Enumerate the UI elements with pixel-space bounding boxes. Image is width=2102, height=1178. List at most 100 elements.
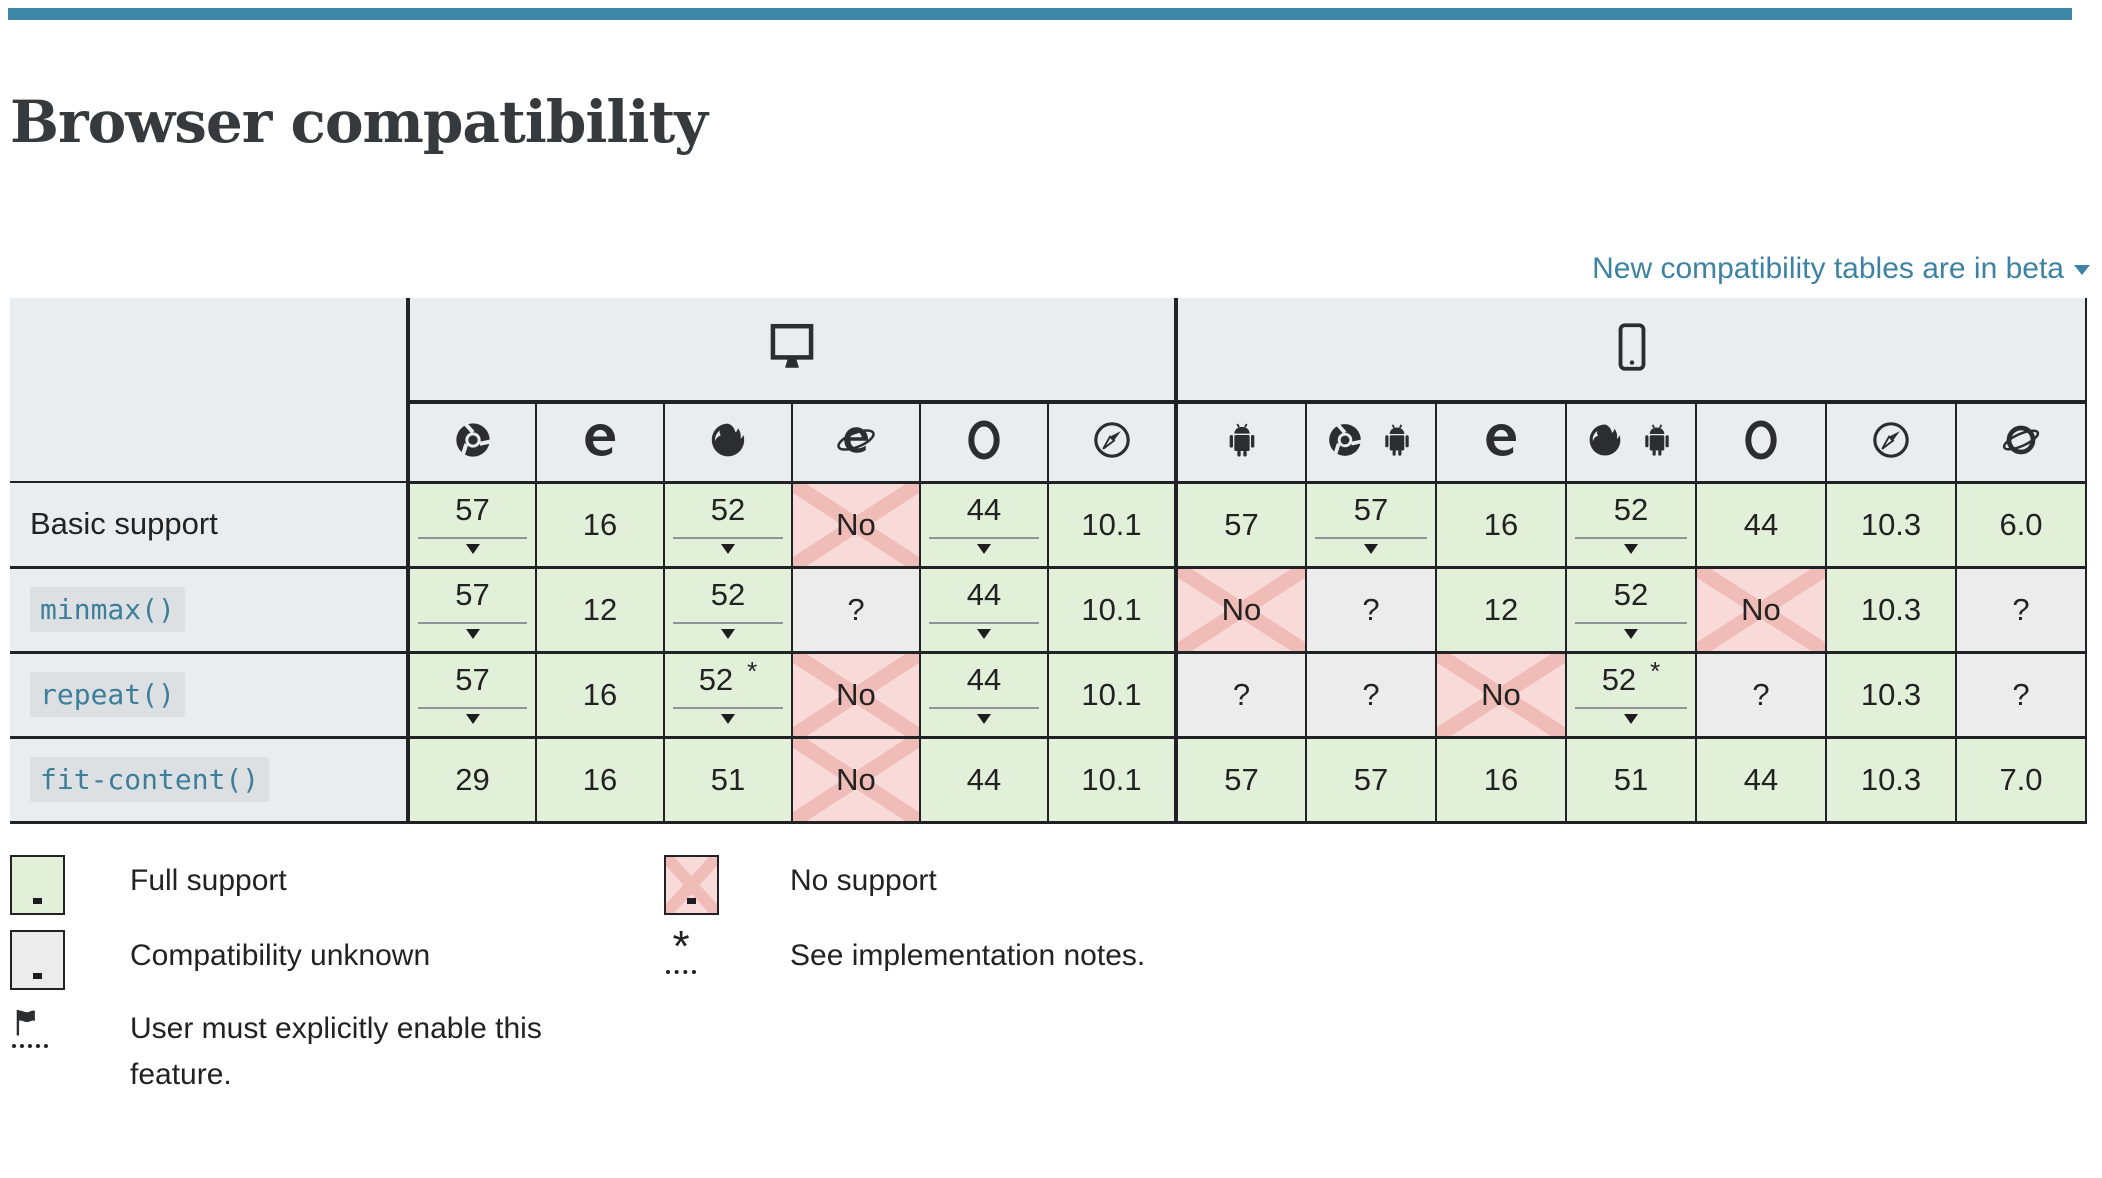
cell-basic-support-chrome[interactable]: 57 [406,481,537,569]
browser-header-firefox-android [1565,401,1697,484]
cell-content: No [1437,654,1565,736]
support-value: 52 [710,577,746,612]
browser-header-safari-ios [1825,401,1957,484]
chrome-icon [1326,421,1364,459]
cell-value-area: 10.3 [1827,739,1955,821]
cell-minmax-chrome-android: ? [1305,566,1437,654]
feature-code-link[interactable]: repeat() [30,672,185,717]
notes-expander[interactable] [418,706,527,736]
platform-mobile [1174,298,2087,404]
cell-basic-support-chrome-android[interactable]: 57 [1305,481,1437,569]
cell-minmax-webview-android: No [1174,566,1307,654]
cell-content: 16 [537,654,663,736]
cell-basic-support-edge-mobile: 16 [1435,481,1567,569]
cell-basic-support-firefox[interactable]: 52 [663,481,793,569]
cell-content: 52 [665,569,791,651]
support-value: 16 [1483,506,1519,542]
support-value: 12 [1483,591,1519,627]
cell-content: 57 [410,569,535,651]
browser-header-webview-android [1174,401,1307,484]
cell-repeat-firefox-android[interactable]: 52 * [1565,651,1697,739]
support-value: 10.1 [1081,676,1142,712]
browser-header-firefox [663,401,793,484]
cell-fit-content-firefox: 51 [663,736,793,824]
notes-expander[interactable] [929,706,1039,736]
swatch-dot [687,898,696,904]
legend-full-support-label: Full support [130,864,287,897]
cell-content: 57 [1307,484,1435,566]
notes-expander[interactable] [673,706,783,736]
cell-basic-support-opera[interactable]: 44 [919,481,1049,569]
notes-expander[interactable] [929,621,1039,651]
notes-expander[interactable] [1575,536,1687,566]
support-value: 16 [1483,761,1519,797]
triangle-down-icon [465,543,480,561]
notes-expander[interactable] [1575,706,1687,736]
legend-no-support-label: No support [790,864,937,897]
notes-expander[interactable] [418,621,527,651]
cell-content: 16 [537,739,663,821]
feature-code-link[interactable]: minmax() [30,587,185,632]
cell-value-area: 52 [665,569,791,622]
cell-basic-support-samsung-internet: 6.0 [1955,481,2087,569]
notes-expander[interactable] [929,536,1039,566]
compat-table: Basic support 57 16 52 No 44 10.1 57 57 16 52 44 10.… [10,298,2087,824]
feature-code-link[interactable]: fit-content() [30,757,270,802]
cell-value-area: No [1697,569,1825,651]
notes-expander[interactable] [673,621,783,651]
support-value: No [836,761,876,797]
cell-content: 10.3 [1827,569,1955,651]
browser-header-chrome-android [1305,401,1437,484]
support-value: 57 [1353,492,1389,527]
cell-minmax-firefox-android[interactable]: 52 [1565,566,1697,654]
support-value: ? [1232,676,1251,712]
x-mark-icon [1697,569,1825,651]
support-value: 10.1 [1081,591,1142,627]
notes-expander[interactable] [1575,621,1687,651]
triangle-down-icon [1364,543,1378,561]
cell-minmax-opera[interactable]: 44 [919,566,1049,654]
cell-value-area: ? [1697,654,1825,736]
cell-content: No [793,739,919,821]
browser-header-safari [1047,401,1177,484]
x-mark-icon [1178,569,1305,651]
x-mark-icon [666,857,717,913]
browser-header-edge [535,401,665,484]
support-value: No [1741,591,1781,627]
cell-minmax-firefox[interactable]: 52 [663,566,793,654]
support-value: 16 [582,506,618,542]
cell-fit-content-opera-android: 44 [1695,736,1827,824]
cell-value-area: 52 * [665,654,791,707]
support-value: 57 [1353,761,1389,797]
cell-repeat-opera[interactable]: 44 [919,651,1049,739]
support-value: 52 [698,662,734,697]
notes-expander[interactable] [1315,536,1427,566]
cell-content: 10.1 [1049,739,1174,821]
support-value: No [836,676,876,712]
support-value: No [1221,591,1262,627]
cell-minmax-chrome[interactable]: 57 [406,566,537,654]
cell-content: No [793,654,919,736]
cell-fit-content-webview-android: 57 [1174,736,1307,824]
notes-expander[interactable] [418,536,527,566]
implementation-note-star: * [747,655,758,686]
legend-star-symbol: * [666,925,696,974]
cell-content: 57 [1178,484,1305,566]
cell-value-area: 6.0 [1957,484,2085,566]
browser-header-samsung-internet [1955,401,2087,484]
cell-content: 12 [1437,569,1565,651]
beta-link[interactable]: New compatibility tables are in beta [1592,252,2090,286]
cell-content: 10.3 [1827,484,1955,566]
triangle-down-icon [1624,713,1638,731]
cell-minmax-samsung-internet: ? [1955,566,2087,654]
triangle-down-icon [465,628,480,646]
cell-basic-support-firefox-android[interactable]: 52 [1565,481,1697,569]
swatch-dot [33,898,42,904]
cell-repeat-chrome[interactable]: 57 [406,651,537,739]
android-icon [1222,420,1262,460]
cell-content: 10.3 [1827,739,1955,821]
feature-row-fit-content: fit-content() 29 16 51 No 44 10.1 57 57 16 51 44 10.… [10,736,2087,824]
notes-expander[interactable] [673,536,783,566]
cell-value-area: 12 [1437,569,1565,651]
cell-repeat-firefox[interactable]: 52 * [663,651,793,739]
